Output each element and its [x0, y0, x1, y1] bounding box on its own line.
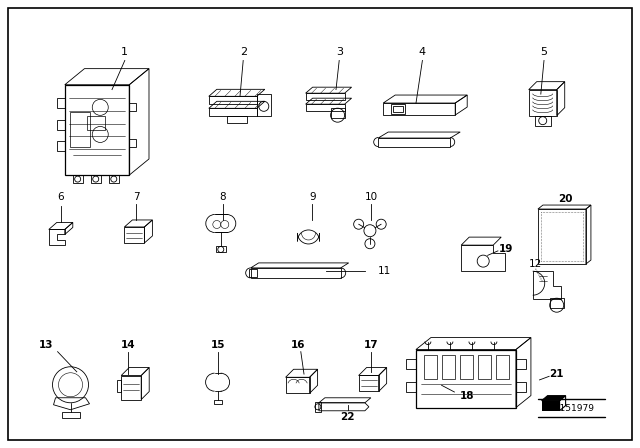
Bar — [70, 112, 90, 147]
Text: 16: 16 — [291, 340, 305, 350]
Text: 13: 13 — [39, 340, 53, 350]
Bar — [109, 175, 119, 183]
Text: 17: 17 — [364, 340, 378, 350]
Bar — [57, 98, 65, 108]
Bar — [257, 95, 271, 116]
Bar — [550, 298, 564, 308]
Bar — [393, 106, 403, 112]
Text: 21: 21 — [550, 369, 564, 379]
Text: 10: 10 — [365, 192, 378, 202]
Text: 8: 8 — [220, 192, 226, 202]
Bar — [129, 103, 136, 112]
Text: 20: 20 — [558, 194, 572, 204]
Bar — [249, 269, 257, 277]
Text: 15: 15 — [211, 340, 225, 350]
Text: 1: 1 — [122, 47, 128, 56]
Text: 18: 18 — [460, 392, 474, 401]
Text: 4: 4 — [419, 47, 426, 56]
Bar — [535, 116, 550, 125]
Text: 11: 11 — [378, 266, 390, 276]
Bar — [331, 108, 344, 118]
Bar — [65, 85, 129, 175]
Text: 19: 19 — [499, 244, 513, 254]
Text: 12: 12 — [529, 259, 542, 269]
Bar — [91, 175, 100, 183]
Bar — [406, 382, 416, 392]
Bar — [315, 402, 321, 412]
Text: 6: 6 — [58, 192, 64, 202]
Bar — [129, 139, 136, 147]
Bar — [406, 359, 416, 369]
Bar — [516, 382, 526, 392]
Text: 00151979: 00151979 — [548, 404, 595, 413]
Bar — [516, 359, 526, 369]
Text: 14: 14 — [121, 340, 135, 350]
Bar — [216, 246, 226, 253]
Bar — [541, 401, 559, 411]
Text: 3: 3 — [336, 47, 342, 56]
Bar — [391, 104, 405, 114]
Text: 5: 5 — [541, 47, 547, 56]
Bar — [117, 379, 121, 392]
Bar — [87, 116, 106, 130]
Polygon shape — [541, 396, 566, 401]
Text: 22: 22 — [340, 412, 355, 422]
Text: 9: 9 — [309, 192, 316, 202]
Text: 7: 7 — [133, 192, 140, 202]
Bar — [57, 121, 65, 130]
Bar — [57, 141, 65, 151]
Text: 2: 2 — [239, 47, 247, 56]
Bar — [73, 175, 83, 183]
